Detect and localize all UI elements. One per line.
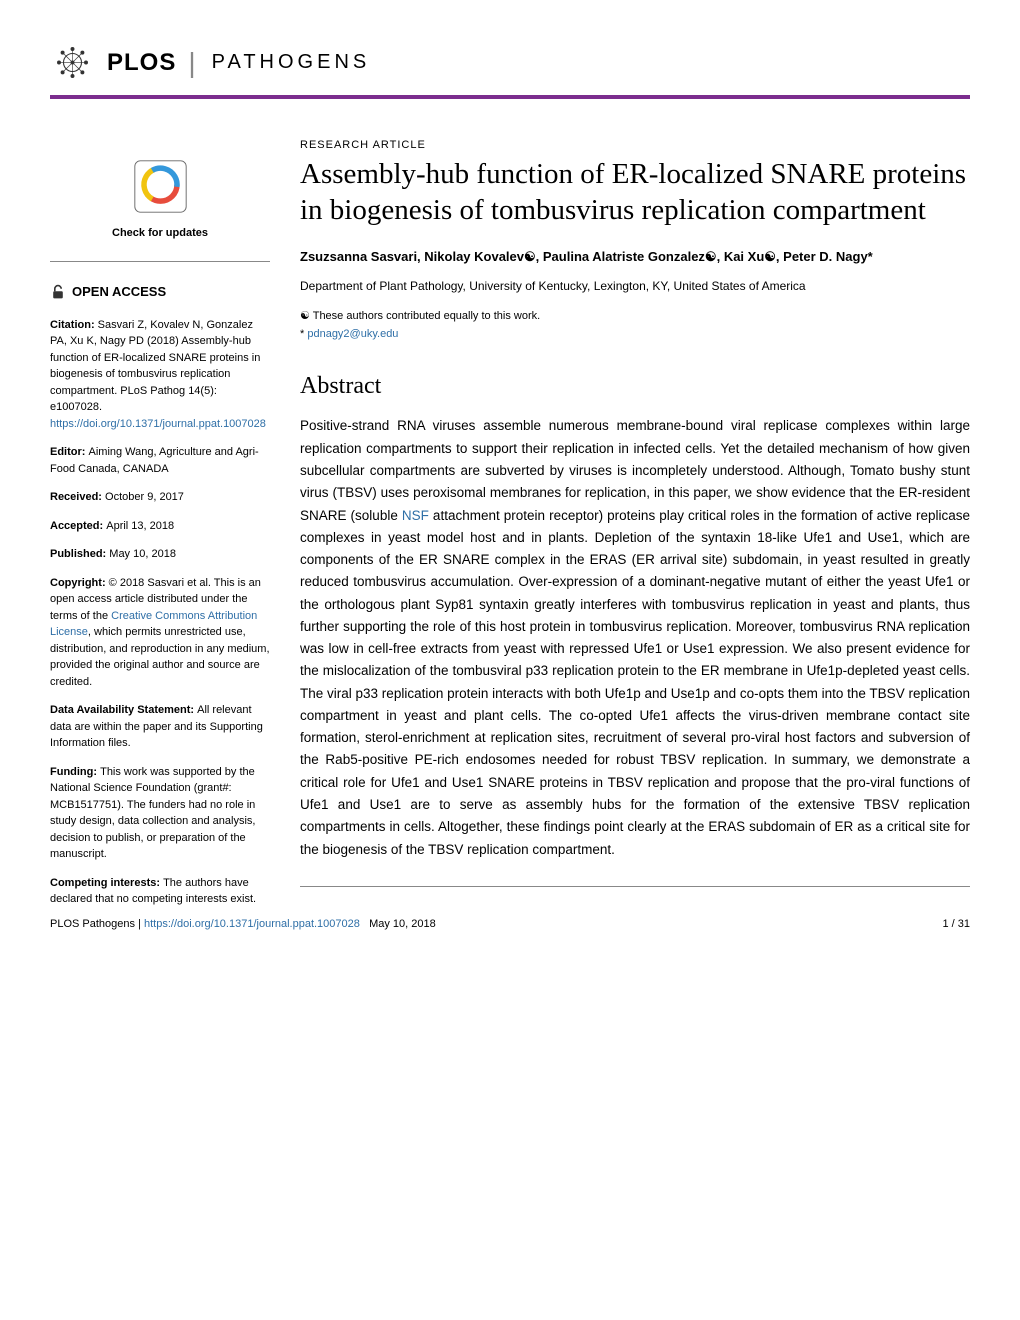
publisher-name: PLOS	[107, 49, 176, 77]
competing-interests-block: Competing interests: The authors have de…	[50, 875, 270, 908]
citation-block: Citation: Sasvari Z, Kovalev N, Gonzalez…	[50, 317, 270, 433]
main-content: RESEARCH ARTICLE Assembly-hub function o…	[300, 139, 970, 920]
page-number: 1 / 31	[942, 918, 970, 930]
nsf-link[interactable]: NSF	[402, 508, 429, 523]
published-block: Published: May 10, 2018	[50, 546, 270, 563]
check-updates-widget[interactable]: Check for updates	[50, 159, 270, 241]
plos-logo-icon	[50, 40, 95, 85]
authors-list: Zsuzsanna Sasvari, Nikolay Kovalev☯, Pau…	[300, 247, 970, 268]
equal-contribution-note: ☯ These authors contributed equally to t…	[300, 308, 970, 326]
crossmark-icon	[133, 159, 188, 214]
journal-logo: PLOS | PATHOGENS	[50, 40, 970, 85]
open-access-label: OPEN ACCESS	[72, 282, 166, 302]
page-footer: PLOS Pathogens | https://doi.org/10.1371…	[50, 918, 970, 930]
copyright-block: Copyright: © 2018 Sasvari et al. This is…	[50, 575, 270, 691]
editor-block: Editor: Aiming Wang, Agriculture and Agr…	[50, 444, 270, 477]
sidebar: Check for updates OPEN ACCESS Citation: …	[50, 139, 270, 920]
header: PLOS | PATHOGENS	[50, 40, 970, 99]
accepted-block: Accepted: April 13, 2018	[50, 518, 270, 535]
footer-doi-link[interactable]: https://doi.org/10.1371/journal.ppat.100…	[144, 918, 360, 930]
journal-name: PATHOGENS	[212, 51, 371, 74]
open-access-badge: OPEN ACCESS	[50, 282, 270, 302]
article-type: RESEARCH ARTICLE	[300, 139, 970, 151]
open-lock-icon	[50, 284, 66, 300]
data-availability-block: Data Availability Statement: All relevan…	[50, 702, 270, 752]
article-title: Assembly-hub function of ER-localized SN…	[300, 156, 970, 229]
corresponding-email-link[interactable]: pdnagy2@uky.edu	[307, 328, 398, 340]
abstract-heading: Abstract	[300, 373, 970, 400]
citation-doi-link[interactable]: https://doi.org/10.1371/journal.ppat.100…	[50, 418, 266, 430]
funding-block: Funding: This work was supported by the …	[50, 764, 270, 863]
affiliation: Department of Plant Pathology, Universit…	[300, 279, 970, 293]
author-notes: ☯ These authors contributed equally to t…	[300, 308, 970, 343]
received-block: Received: October 9, 2017	[50, 489, 270, 506]
abstract-body: Positive-strand RNA viruses assemble num…	[300, 415, 970, 860]
check-updates-label: Check for updates	[50, 225, 270, 242]
